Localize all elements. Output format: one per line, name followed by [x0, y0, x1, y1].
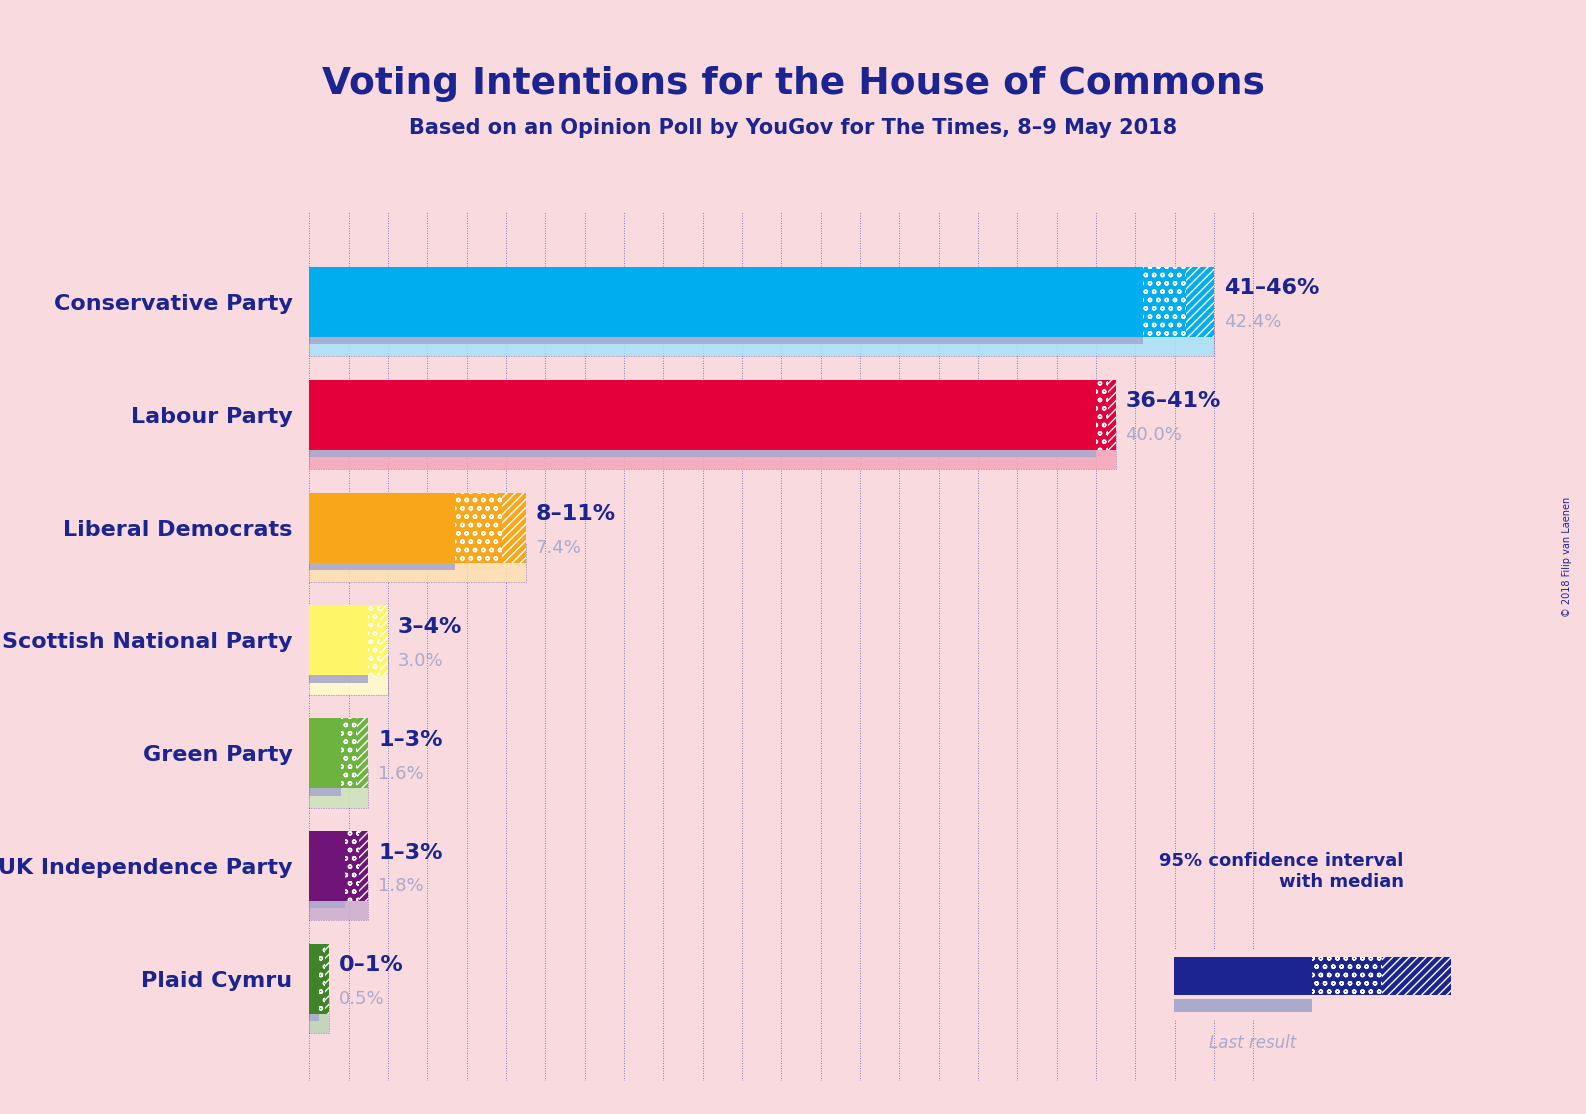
Text: 3–4%: 3–4% [398, 617, 462, 637]
Text: 7.4%: 7.4% [536, 539, 582, 557]
Bar [309, 317, 1213, 356]
Bar [344, 831, 358, 901]
Bar [455, 492, 498, 563]
Text: 36–41%: 36–41% [1126, 391, 1221, 411]
Text: 0–1%: 0–1% [339, 956, 403, 976]
Bar [309, 1010, 319, 1022]
Text: 3.0%: 3.0% [398, 652, 444, 670]
Text: 0.5%: 0.5% [339, 990, 384, 1008]
Bar [309, 544, 525, 582]
Bar [309, 656, 389, 695]
Bar [309, 317, 1213, 356]
Bar [498, 492, 525, 563]
Bar [309, 430, 1115, 469]
Bar [309, 882, 368, 920]
Bar [309, 267, 1144, 336]
Bar [1144, 267, 1186, 336]
Bar [309, 769, 368, 808]
Bar [309, 672, 368, 683]
Text: 42.4%: 42.4% [1224, 313, 1281, 331]
Text: 41–46%: 41–46% [1224, 278, 1320, 299]
Bar [341, 719, 357, 789]
Bar [1174, 999, 1313, 1012]
Text: 1.8%: 1.8% [377, 878, 423, 896]
Bar [455, 492, 466, 563]
Bar [309, 769, 368, 808]
Bar [309, 333, 1144, 344]
Bar [309, 898, 344, 908]
Bar [325, 944, 328, 1014]
Bar [319, 944, 325, 1014]
Bar [309, 944, 319, 1014]
Text: © 2018 Filip van Laenen: © 2018 Filip van Laenen [1562, 497, 1572, 617]
Bar [1174, 958, 1313, 996]
Bar [358, 831, 368, 901]
Bar [309, 430, 1115, 469]
Bar [309, 544, 525, 582]
Bar [309, 831, 344, 901]
Text: Voting Intentions for the House of Commons: Voting Intentions for the House of Commo… [322, 66, 1264, 101]
Text: Based on an Opinion Poll by YouGov for The Times, 8–9 May 2018: Based on an Opinion Poll by YouGov for T… [409, 118, 1177, 138]
Bar [309, 882, 368, 920]
Bar [309, 380, 1096, 450]
Bar [309, 492, 455, 563]
Bar [309, 785, 341, 795]
Bar [1107, 380, 1115, 450]
Bar [503, 492, 525, 563]
Text: 8–11%: 8–11% [536, 505, 615, 524]
Bar [1313, 958, 1381, 996]
Bar [1096, 380, 1107, 450]
Bar [1186, 267, 1213, 336]
Bar [309, 995, 328, 1034]
Text: 1–3%: 1–3% [377, 842, 442, 862]
Text: 1.6%: 1.6% [377, 764, 423, 783]
Bar [309, 559, 455, 570]
Text: Last result: Last result [1209, 1034, 1297, 1052]
Bar [309, 995, 328, 1034]
Bar [309, 656, 389, 695]
Bar [1381, 958, 1451, 996]
Text: 40.0%: 40.0% [1126, 426, 1182, 444]
Text: 95% confidence interval
with median: 95% confidence interval with median [1159, 852, 1404, 891]
Text: 1–3%: 1–3% [377, 730, 442, 750]
Bar [309, 719, 341, 789]
Bar [368, 606, 381, 675]
Bar [381, 606, 389, 675]
Bar [357, 719, 368, 789]
Bar [309, 447, 1096, 457]
Bar [309, 606, 368, 675]
Bar [466, 492, 503, 563]
